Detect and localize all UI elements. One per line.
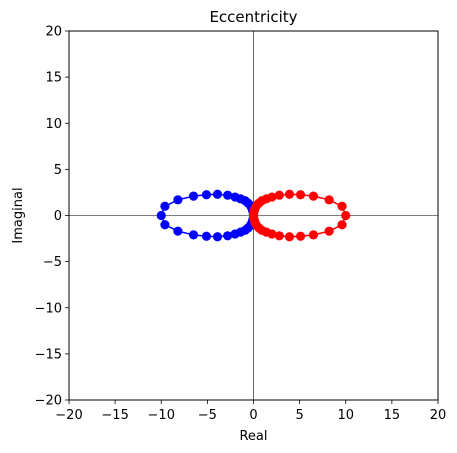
series-1 (248, 189, 351, 242)
data-point (212, 232, 223, 242)
data-point (337, 220, 347, 230)
data-point (295, 190, 306, 200)
chart-title: Eccentricity (209, 8, 297, 26)
series-layer (156, 189, 351, 242)
data-point (160, 201, 170, 211)
data-point (248, 210, 259, 221)
data-point (201, 231, 212, 241)
y-tick-label: 15 (45, 71, 62, 86)
data-point (274, 231, 284, 241)
data-point (173, 195, 183, 205)
x-axis: −20 −15 −10 −5 0 5 10 15 20 (55, 400, 446, 423)
x-tick-label: −10 (148, 408, 175, 423)
x-tick-label: −20 (55, 408, 82, 423)
data-point (274, 190, 284, 200)
data-point (201, 190, 212, 200)
x-tick-label: 15 (384, 408, 401, 423)
x-tick-label: −15 (101, 408, 128, 423)
y-tick-label: −10 (35, 301, 62, 316)
data-point (284, 189, 295, 199)
y-axis-label: Imaginal (11, 187, 26, 243)
data-point (173, 226, 183, 236)
data-point (223, 231, 233, 241)
data-point (160, 220, 170, 230)
data-point (308, 230, 319, 240)
data-point (284, 232, 295, 242)
data-point (324, 226, 334, 236)
x-tick-label: −5 (198, 408, 217, 423)
data-point (295, 231, 306, 241)
x-axis-label: Real (239, 429, 267, 444)
x-tick-label: 20 (430, 408, 447, 423)
y-tick-label: 0 (54, 209, 62, 224)
x-tick-label: 5 (295, 408, 303, 423)
data-point (223, 190, 233, 200)
data-point (188, 230, 199, 240)
y-tick-label: 20 (45, 25, 62, 40)
y-tick-label: −15 (35, 347, 62, 362)
data-point (212, 189, 223, 199)
data-point (156, 210, 166, 221)
data-point (308, 191, 319, 201)
data-point (337, 201, 347, 211)
y-tick-label: −20 (35, 394, 62, 409)
y-axis: −20 −15 −10 −5 0 5 10 15 20 (35, 25, 69, 409)
y-tick-label: 5 (54, 163, 62, 178)
data-point (188, 191, 199, 201)
y-tick-label: −5 (43, 255, 62, 270)
data-point (341, 210, 351, 221)
x-tick-label: 10 (337, 408, 354, 423)
y-tick-label: 10 (45, 117, 62, 132)
data-point (324, 195, 334, 205)
x-tick-label: 0 (249, 408, 257, 423)
